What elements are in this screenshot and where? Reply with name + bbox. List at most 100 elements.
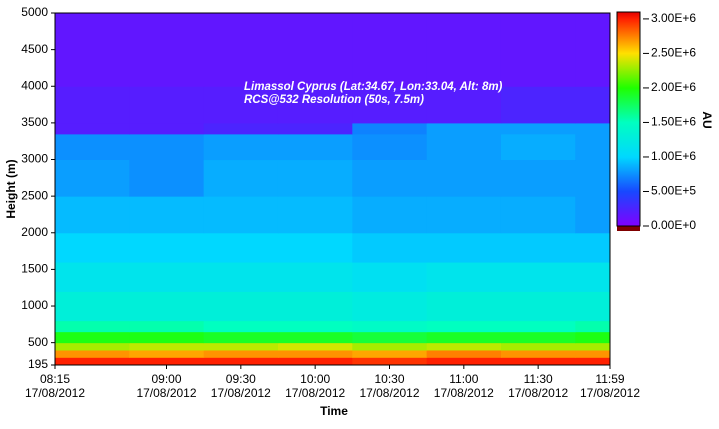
- heatmap-cell: [500, 122, 576, 135]
- heatmap-cell: [426, 196, 502, 234]
- heatmap-cell: [575, 262, 611, 292]
- colorbar-under: [617, 226, 640, 231]
- heatmap-cell: [55, 133, 130, 161]
- heatmap-cell: [575, 13, 611, 87]
- heatmap-cell: [203, 357, 279, 366]
- heatmap-cell: [426, 13, 502, 87]
- x-tick-label: 17/08/2012: [211, 386, 271, 400]
- heatmap-cell: [55, 122, 130, 135]
- heatmap-cell: [352, 342, 428, 351]
- colorbar: [616, 11, 641, 227]
- heatmap-cell: [500, 196, 576, 234]
- heatmap-cell: [352, 159, 428, 197]
- heatmap-cell: [575, 196, 611, 234]
- heatmap-cell: [203, 159, 279, 197]
- heatmap-cell: [575, 122, 611, 135]
- heatmap-cell: [500, 320, 576, 333]
- heatmap-cell: [426, 232, 502, 263]
- x-tick-label: 17/08/2012: [359, 386, 419, 400]
- colorbar-tick-label: 2.00E+6: [651, 80, 696, 94]
- y-tick-label: 2000: [21, 225, 48, 239]
- heatmap-cell: [426, 122, 502, 135]
- colorbar-tick-label: 2.50E+6: [651, 46, 696, 60]
- heatmap-cell: [55, 13, 130, 87]
- heatmap-cell: [277, 349, 353, 358]
- heatmap-cell: [352, 13, 428, 87]
- heatmap-cell: [575, 133, 611, 161]
- heatmap-cell: [55, 196, 130, 234]
- heatmap-cell: [55, 86, 130, 124]
- heatmap-cell: [203, 122, 279, 135]
- heatmap-cell: [277, 262, 353, 292]
- heatmap-cell: [352, 320, 428, 333]
- heatmap-cell: [575, 342, 611, 351]
- x-tick-label: 17/08/2012: [508, 386, 568, 400]
- heatmap-cell: [575, 331, 611, 344]
- heatmap-cell: [203, 232, 279, 263]
- x-axis-label: Time: [320, 404, 348, 418]
- heatmap-cell: [500, 357, 576, 366]
- plot-frame: [54, 12, 611, 366]
- heatmap: [55, 13, 611, 366]
- heatmap-cell: [277, 86, 353, 124]
- y-tick-label: 2500: [21, 188, 48, 202]
- y-tick-label: 500: [28, 335, 48, 349]
- heatmap-cell: [500, 232, 576, 263]
- x-tick-label: 17/08/2012: [580, 386, 640, 400]
- heatmap-cell: [203, 262, 279, 292]
- heatmap-cell: [277, 357, 353, 366]
- y-tick-label: 3500: [21, 115, 48, 129]
- y-tick-label: 4000: [21, 78, 48, 92]
- heatmap-cell: [500, 13, 576, 87]
- heatmap-cell: [575, 320, 611, 333]
- heatmap-cell: [426, 159, 502, 197]
- y-tick-label: 195: [28, 357, 48, 371]
- heatmap-cell: [277, 232, 353, 263]
- heatmap-cell: [500, 159, 576, 197]
- colorbar-tick-label: 1.50E+6: [651, 115, 696, 129]
- heatmap-cell: [55, 342, 130, 351]
- y-tick-label: 3000: [21, 152, 48, 166]
- x-tick-label: 17/08/2012: [136, 386, 196, 400]
- x-tick-label: 10:30: [374, 372, 404, 386]
- heatmap-cell: [129, 291, 205, 322]
- heatmap-cell: [352, 86, 428, 124]
- x-tick-label: 17/08/2012: [285, 386, 345, 400]
- heatmap-cell: [277, 133, 353, 161]
- heatmap-cell: [352, 133, 428, 161]
- heatmap-cell: [55, 232, 130, 263]
- heatmap-cell: [277, 159, 353, 197]
- heatmap-cell: [129, 331, 205, 344]
- x-tick-label: 17/08/2012: [25, 386, 85, 400]
- colorbar-tick-label: 3.00E+6: [651, 11, 696, 25]
- y-tick-label: 5000: [21, 5, 48, 19]
- heatmap-cell: [277, 320, 353, 333]
- heatmap-cell: [575, 86, 611, 124]
- heatmap-cell: [55, 320, 130, 333]
- heatmap-cell: [277, 122, 353, 135]
- heatmap-cell: [55, 349, 130, 358]
- heatmap-cell: [575, 291, 611, 322]
- heatmap-cell: [55, 357, 130, 366]
- y-tick-label: 4500: [21, 42, 48, 56]
- heatmap-cell: [277, 196, 353, 234]
- heatmap-cell: [352, 349, 428, 358]
- x-tick-label: 11:59: [595, 372, 624, 386]
- heatmap-cell: [575, 232, 611, 263]
- heatmap-cell: [277, 13, 353, 87]
- heatmap-cell: [500, 291, 576, 322]
- heatmap-cell: [352, 331, 428, 344]
- x-tick-label: 09:30: [226, 372, 256, 386]
- heatmap-cell: [277, 331, 353, 344]
- heatmap-cell: [500, 349, 576, 358]
- heatmap-cell: [203, 196, 279, 234]
- heatmap-cell: [55, 262, 130, 292]
- heatmap-cell: [203, 133, 279, 161]
- heatmap-cell: [129, 232, 205, 263]
- x-tick-label: 11:00: [449, 372, 478, 386]
- heatmap-cell: [203, 349, 279, 358]
- x-tick-label: 10:00: [300, 372, 330, 386]
- heatmap-cell: [500, 342, 576, 351]
- heatmap-cell: [129, 320, 205, 333]
